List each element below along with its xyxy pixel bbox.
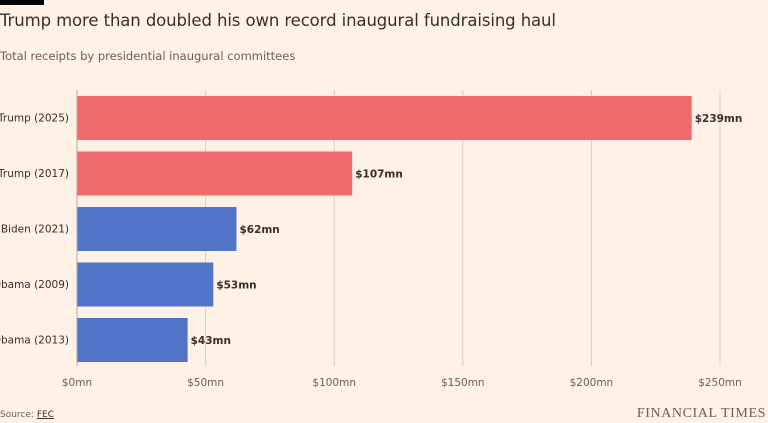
source-link[interactable]: FEC xyxy=(36,410,54,420)
chart-subtitle: Total receipts by presidential inaugural… xyxy=(0,49,296,63)
x-tick-label: $50mn xyxy=(187,377,224,389)
category-label: Biden (2021) xyxy=(1,224,69,236)
x-tick-label: $0mn xyxy=(62,377,92,389)
category-label: Trump (2017) xyxy=(0,168,69,180)
x-tick-label: $200mn xyxy=(570,377,614,389)
data-label: $62mn xyxy=(239,224,279,236)
data-label: $53mn xyxy=(216,280,256,292)
bar xyxy=(77,318,188,362)
data-label: $107mn xyxy=(355,169,403,181)
bar xyxy=(77,96,692,140)
category-label: Trump (2025) xyxy=(0,113,69,125)
x-tick-label: $250mn xyxy=(698,377,742,389)
bar xyxy=(77,207,237,251)
category-label: Obama (2009) xyxy=(0,279,69,291)
brand-accent-bar xyxy=(0,0,44,5)
source-label: Source: xyxy=(0,410,34,420)
bar xyxy=(77,262,214,307)
data-label: $239mn xyxy=(695,113,743,125)
source-note: Source: FEC xyxy=(0,410,54,420)
bar xyxy=(77,151,353,196)
category-label: Obama (2013) xyxy=(0,335,69,347)
data-label: $43mn xyxy=(191,335,231,347)
chart-title: Trump more than doubled his own record i… xyxy=(0,11,556,30)
x-tick-label: $100mn xyxy=(312,377,356,389)
ft-logo: FINANCIAL TIMES xyxy=(636,406,766,421)
x-tick-label: $150mn xyxy=(441,377,485,389)
